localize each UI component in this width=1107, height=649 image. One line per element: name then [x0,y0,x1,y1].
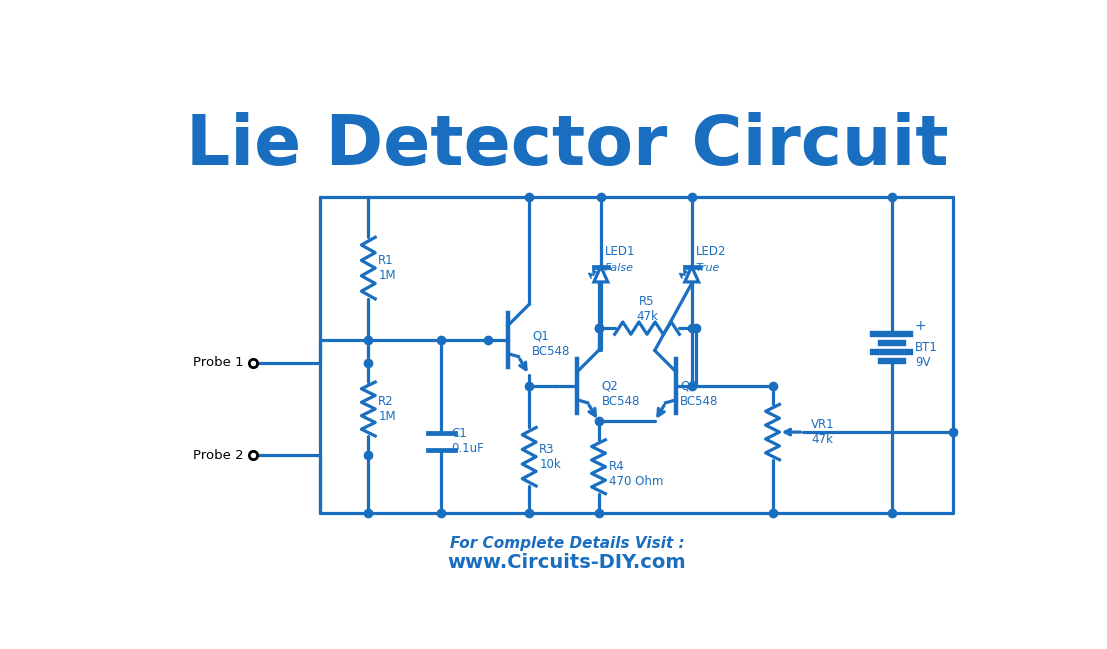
Text: BT1
9V: BT1 9V [915,341,938,369]
Text: Q2
BC548: Q2 BC548 [601,380,640,408]
Text: R3
10k: R3 10k [539,443,561,471]
Text: Probe 1: Probe 1 [193,356,244,369]
Text: C1
0.1uF: C1 0.1uF [452,427,484,456]
Text: False: False [604,263,633,273]
Text: Probe 2: Probe 2 [193,448,244,461]
Text: R5
47k: R5 47k [637,295,658,323]
Text: R1
1M: R1 1M [379,254,396,282]
Text: For Complete Details Visit :: For Complete Details Visit : [449,536,684,551]
Text: R4
470 Ohm: R4 470 Ohm [609,460,663,489]
Text: www.Circuits-DIY.com: www.Circuits-DIY.com [447,554,686,572]
Text: R2
1M: R2 1M [379,395,396,423]
Text: LED2: LED2 [695,245,726,258]
Text: True: True [695,263,720,273]
Text: Q3
BC548: Q3 BC548 [680,380,718,408]
Text: Q1
BC548: Q1 BC548 [532,330,571,358]
Text: LED1: LED1 [604,245,635,258]
Text: Lie Detector Circuit: Lie Detector Circuit [186,112,949,179]
Text: VR1
47k: VR1 47k [811,418,835,446]
Text: +: + [915,319,927,333]
